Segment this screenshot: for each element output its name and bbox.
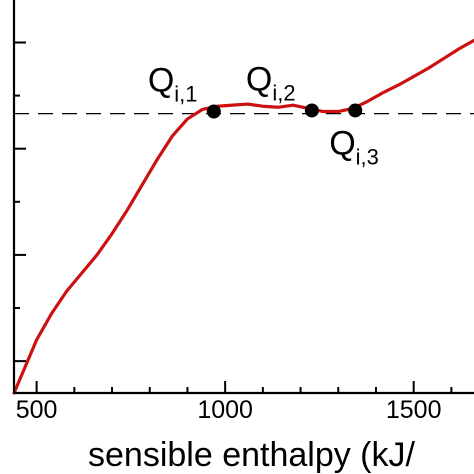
point-label-subscript: i,3	[356, 144, 379, 169]
point-label-subscript: i,2	[272, 80, 295, 105]
point-marker-2	[304, 103, 319, 118]
x-tick-label: 500	[16, 396, 58, 424]
series-line-0	[12, 38, 474, 395]
point-marker-1	[206, 104, 221, 119]
points-layer	[206, 103, 363, 119]
axes-layer	[12, 0, 474, 395]
point-marker-3	[348, 103, 363, 118]
x-axis-title: sensible enthalpy (kJ/	[88, 436, 416, 474]
x-tick-label: 1000	[197, 396, 253, 424]
x-tick-label: 1500	[386, 396, 442, 424]
point-label-subscript: i,1	[174, 82, 197, 107]
series-layer	[12, 38, 474, 395]
